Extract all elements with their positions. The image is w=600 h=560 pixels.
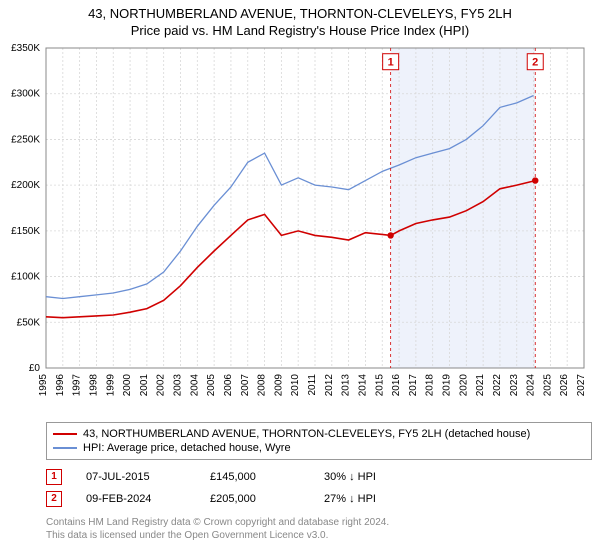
svg-text:2019: 2019 (442, 374, 453, 397)
svg-text:1996: 1996 (55, 374, 66, 397)
svg-text:2010: 2010 (290, 374, 301, 397)
sale-marker-price: £145,000 (210, 471, 300, 483)
legend-row: 43, NORTHUMBERLAND AVENUE, THORNTON-CLEV… (53, 427, 585, 441)
svg-text:2016: 2016 (391, 374, 402, 397)
svg-text:£0: £0 (29, 363, 41, 374)
svg-text:2006: 2006 (223, 374, 234, 397)
legend-swatch (53, 447, 77, 449)
legend-label: 43, NORTHUMBERLAND AVENUE, THORNTON-CLEV… (83, 428, 530, 440)
sale-marker-date: 07-JUL-2015 (86, 471, 186, 483)
svg-text:1999: 1999 (105, 374, 116, 397)
legend-row: HPI: Average price, detached house, Wyre (53, 441, 585, 455)
svg-text:2013: 2013 (341, 374, 352, 397)
sale-marker-pct: 27% ↓ HPI (324, 493, 444, 505)
svg-text:2026: 2026 (559, 374, 570, 397)
title-line-2: Price paid vs. HM Land Registry's House … (0, 23, 600, 40)
svg-text:1998: 1998 (88, 374, 99, 397)
svg-text:2022: 2022 (492, 374, 503, 397)
chart-plot: £0£50K£100K£150K£200K£250K£300K£350K1995… (46, 48, 584, 408)
svg-text:£100K: £100K (11, 272, 40, 283)
svg-text:£200K: £200K (11, 180, 40, 191)
svg-text:2001: 2001 (139, 374, 150, 397)
legend: 43, NORTHUMBERLAND AVENUE, THORNTON-CLEV… (46, 422, 592, 460)
svg-text:£50K: £50K (17, 317, 41, 328)
footer-line-2: This data is licensed under the Open Gov… (46, 529, 584, 542)
svg-text:2027: 2027 (576, 374, 587, 397)
sale-marker-pct: 30% ↓ HPI (324, 471, 444, 483)
svg-text:2021: 2021 (475, 374, 486, 397)
title-line-1: 43, NORTHUMBERLAND AVENUE, THORNTON-CLEV… (0, 6, 600, 23)
svg-text:2024: 2024 (526, 374, 537, 397)
svg-text:2003: 2003 (173, 374, 184, 397)
chart-title-block: 43, NORTHUMBERLAND AVENUE, THORNTON-CLEV… (0, 0, 600, 40)
legend-label: HPI: Average price, detached house, Wyre (83, 442, 291, 454)
svg-text:£250K: £250K (11, 134, 40, 145)
sale-markers: 1 07-JUL-2015 £145,000 30% ↓ HPI 2 09-FE… (46, 466, 584, 510)
svg-text:2018: 2018 (425, 374, 436, 397)
svg-text:2015: 2015 (374, 374, 385, 397)
svg-text:2002: 2002 (156, 374, 167, 397)
svg-text:2014: 2014 (357, 374, 368, 397)
sale-marker-price: £205,000 (210, 493, 300, 505)
svg-text:2000: 2000 (122, 374, 133, 397)
svg-text:2017: 2017 (408, 374, 419, 397)
svg-text:2025: 2025 (542, 374, 553, 397)
legend-swatch (53, 433, 77, 435)
svg-text:1997: 1997 (72, 374, 83, 397)
svg-text:2020: 2020 (458, 374, 469, 397)
svg-text:£350K: £350K (11, 43, 40, 54)
sale-marker-date: 09-FEB-2024 (86, 493, 186, 505)
svg-text:1: 1 (388, 57, 394, 69)
sale-marker-badge: 1 (46, 469, 62, 485)
svg-text:£150K: £150K (11, 226, 40, 237)
svg-text:2011: 2011 (307, 374, 318, 396)
sale-marker-row: 1 07-JUL-2015 £145,000 30% ↓ HPI (46, 466, 584, 488)
svg-text:2: 2 (532, 57, 538, 69)
footer-attribution: Contains HM Land Registry data © Crown c… (46, 516, 584, 542)
svg-text:2008: 2008 (257, 374, 268, 397)
svg-text:£300K: £300K (11, 89, 40, 100)
sale-marker-row: 2 09-FEB-2024 £205,000 27% ↓ HPI (46, 488, 584, 510)
svg-text:2004: 2004 (189, 374, 200, 397)
footer-line-1: Contains HM Land Registry data © Crown c… (46, 516, 584, 529)
sale-marker-badge: 2 (46, 491, 62, 507)
svg-text:2023: 2023 (509, 374, 520, 397)
svg-text:2012: 2012 (324, 374, 335, 397)
svg-text:2009: 2009 (273, 374, 284, 397)
svg-text:2007: 2007 (240, 374, 251, 397)
svg-text:1995: 1995 (38, 374, 49, 397)
svg-text:2005: 2005 (206, 374, 217, 397)
